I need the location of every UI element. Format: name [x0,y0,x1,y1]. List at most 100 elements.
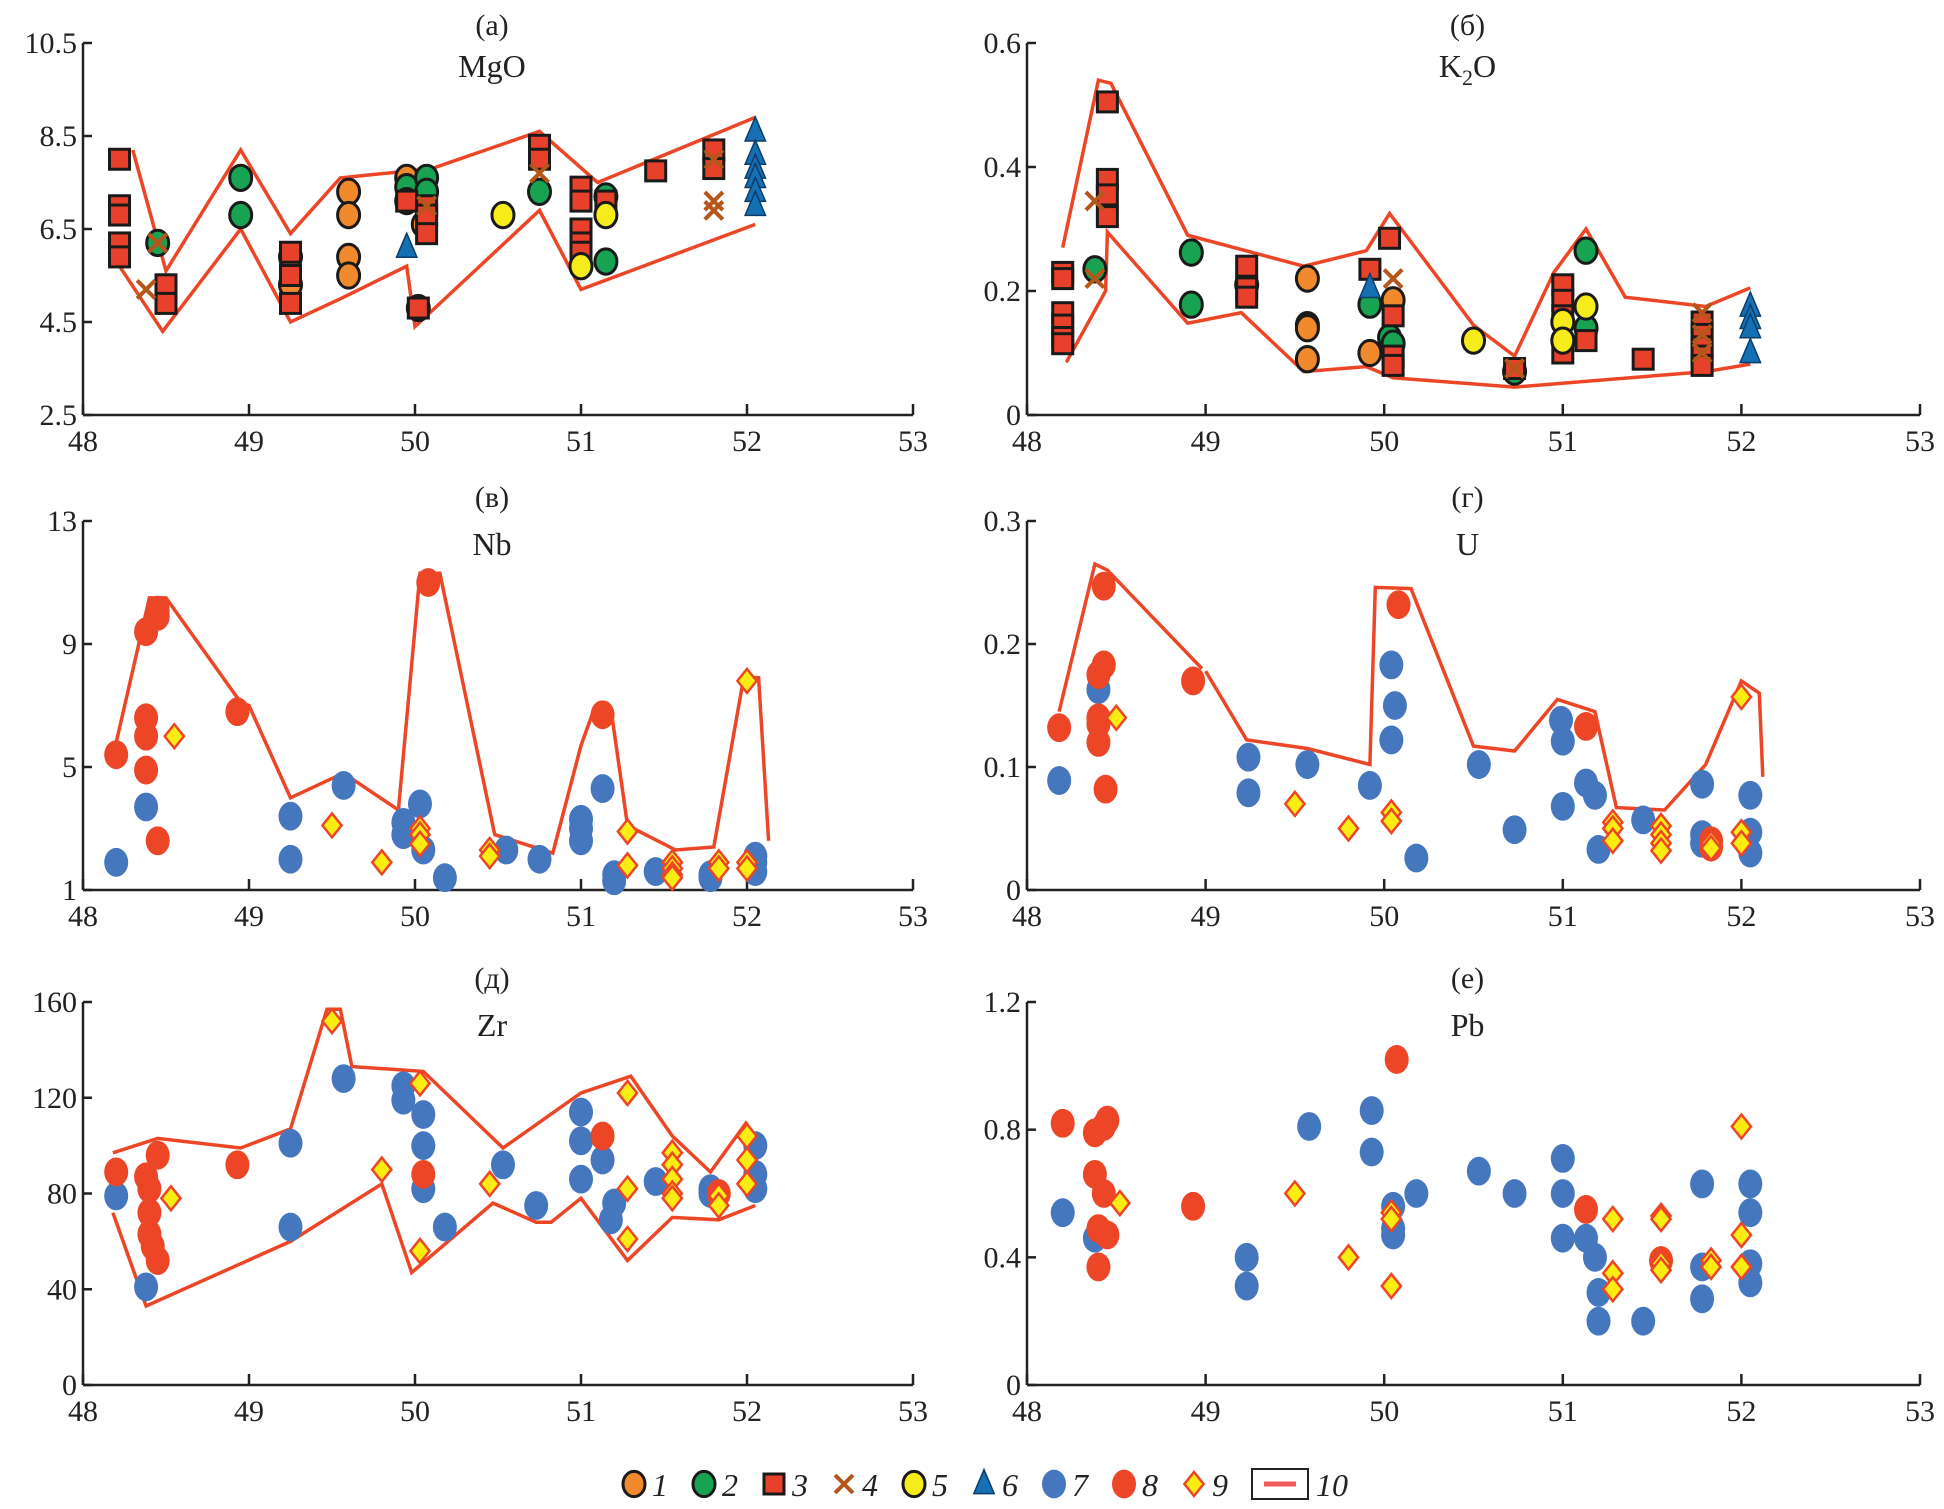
point-series-1 [1294,264,1320,293]
y-tick-label: 6.5 [40,213,78,246]
point-series-4 [1691,342,1713,364]
point-series-7 [1379,725,1404,755]
point-series-8 [1574,1195,1599,1224]
point-series-4 [529,162,550,184]
point-series-9 [1105,703,1128,732]
point-series-9 [1337,1243,1360,1272]
point-series-8 [1086,728,1111,757]
x-tick-label: 49 [1191,425,1221,458]
legend-marker-icon [1112,1469,1136,1499]
point-series-3 [1095,90,1119,114]
point-series-7 [1550,1179,1575,1208]
point-series-9 [478,1169,501,1198]
x-tick-label: 49 [234,1395,264,1428]
point-series-3 [1378,226,1402,250]
point-series-9 [735,854,759,883]
y-tick-label: 0.3 [984,505,1022,538]
point-series-9 [1699,834,1723,863]
boundary-line-1 [131,115,756,276]
point-series-8 [145,826,170,856]
x-tick-label: 53 [1905,425,1935,458]
panel-label: (в) [475,481,509,514]
point-series-7 [1738,1198,1763,1228]
point-series-9 [735,666,759,695]
series-2 [1082,236,1599,386]
point-series-9 [1283,1179,1307,1208]
point-series-7 [411,1131,436,1161]
point-series-7 [1582,1242,1607,1272]
point-series-7 [134,792,159,822]
series-1 [1234,264,1406,374]
point-series-9 [408,1069,432,1098]
point-series-4 [416,195,438,217]
point-series-2 [1178,290,1204,319]
boundary-line-2 [118,207,756,335]
x-tick-label: 52 [1726,1395,1756,1428]
legend-label: 10 [1316,1467,1348,1503]
x-tick-label: 53 [1905,900,1935,933]
x-tick-label: 50 [1369,1395,1399,1428]
point-series-3 [154,291,178,315]
point-series-7 [1502,1179,1527,1208]
point-series-7 [494,835,519,865]
point-series-7 [1550,726,1575,756]
point-series-8 [1181,666,1206,696]
panel-label: (a) [475,9,508,42]
point-series-4 [1504,358,1525,379]
point-series-9 [478,842,501,871]
series-6 [1358,271,1762,364]
point-series-7 [1381,1220,1406,1250]
panel-6: 0 0.4 0.8 1.2 48 49 50 51 52 53 (е) Pb [984,962,1936,1428]
point-series-9 [1730,1252,1753,1281]
point-series-4 [1084,268,1106,290]
point-series-1 [336,261,362,290]
y-tick-label: 80 [47,1178,77,1211]
point-series-7 [432,1212,457,1242]
point-series-9 [1649,1256,1673,1285]
y-tick-label: 160 [32,986,77,1019]
panel-3: 1 5 9 13 48 49 50 51 52 53 (в) Nb [47,481,928,933]
boundary-line-1 [112,1007,749,1175]
point-series-4 [147,232,169,254]
point-series-3 [644,159,668,183]
legend-label: 3 [791,1467,808,1503]
point-series-4 [135,279,157,300]
series-9 [163,666,759,892]
point-series-7 [1050,1198,1075,1228]
y-tick-label: 10.5 [25,27,78,60]
point-series-1 [1357,338,1383,368]
point-series-3 [108,147,132,171]
x-tick-label: 52 [1726,900,1756,933]
series-4 [135,148,725,300]
point-series-7 [590,774,615,803]
point-series-5 [490,200,516,230]
point-series-9 [1730,829,1753,858]
legend-marker-icon [621,1469,647,1499]
point-series-6 [1358,271,1382,299]
point-series-2 [228,200,254,230]
series-9 [159,1007,759,1265]
x-tick-label: 49 [1191,900,1221,933]
point-series-7 [391,820,416,850]
point-series-8 [590,700,615,730]
series-4 [1084,190,1713,379]
point-series-7 [278,844,303,874]
point-series-2 [593,247,619,276]
legend-label: 8 [1142,1467,1158,1503]
series-6 [395,115,767,258]
panel-2: 0 0.2 0.4 0.6 48 49 50 51 52 53 (б) K2O [984,9,1936,458]
panel-1: 2.5 4.5 6.5 8.5 10.5 48 49 50 51 52 53 (a) MgO [25,9,929,458]
x-tick-label: 52 [1726,425,1756,458]
point-series-7 [569,826,593,856]
panel-label: (д) [474,962,509,995]
point-series-8 [1091,650,1116,680]
point-series-3 [279,240,302,264]
point-series-7 [104,847,129,877]
point-series-7 [527,844,552,874]
legend-marker-icon [972,1467,996,1495]
point-series-7 [278,801,303,831]
y-tick-label: 1 [62,874,77,907]
point-series-5 [593,200,619,230]
point-series-9 [616,817,639,846]
